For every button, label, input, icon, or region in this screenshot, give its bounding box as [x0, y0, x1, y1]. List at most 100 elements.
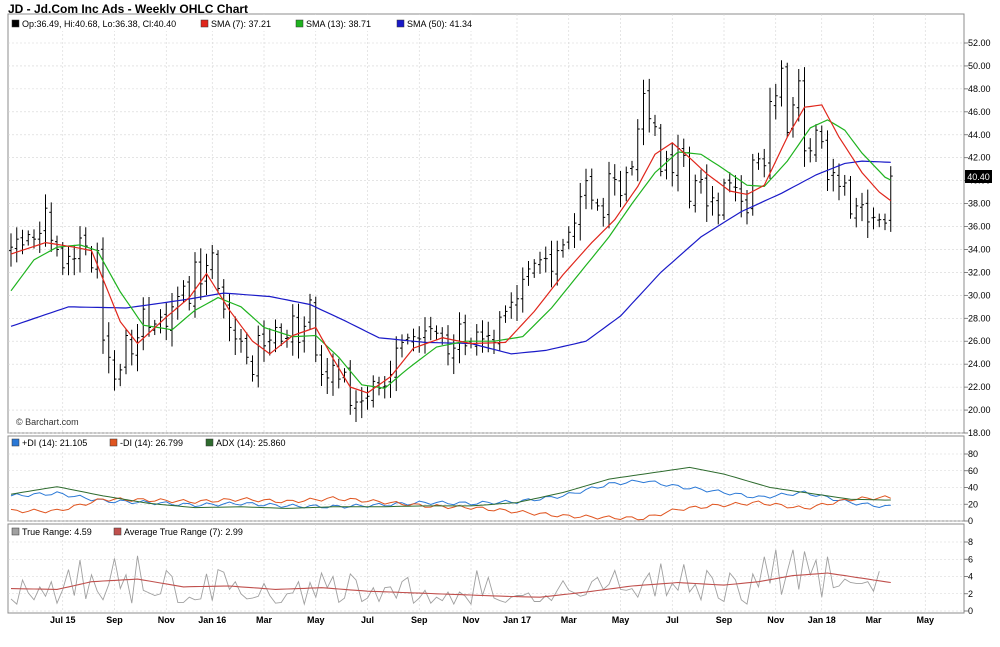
ohlc-bar [26, 230, 31, 246]
ohlc-bar [612, 164, 617, 196]
legend-label: SMA (7): 37.21 [211, 19, 271, 29]
ohlc-bar [187, 275, 192, 311]
ohlc-bar [43, 194, 48, 247]
ohlc-bar [285, 329, 289, 348]
true-range-legend-bg [9, 525, 259, 538]
x-tick-label: Sep [411, 615, 428, 625]
true-range-panel-frame [7, 523, 965, 614]
y-tick-label: 4 [968, 572, 973, 582]
ohlc-bar [423, 317, 427, 354]
ohlc-bar [745, 190, 749, 225]
dmi-lines [10, 466, 891, 521]
ohlc-bar [670, 142, 675, 187]
atr-line [10, 572, 891, 598]
y-tick-label: 40 [968, 483, 978, 493]
ohlc-bar [497, 311, 502, 351]
x-tick-label: Mar [561, 615, 578, 625]
y-tick-label: 18.00 [968, 428, 991, 438]
dmi-legend: +DI (14): 21.105 -DI (14): 26.799 ADX (14)… [11, 438, 286, 448]
ohlc-bar [819, 125, 824, 149]
legend-swatch [295, 19, 304, 28]
x-axis-labels: Jul 15 Sep Nov Jan 16 Mar May Jul Sep Nov Jan 17 M… [50, 615, 934, 625]
true-range-panel: 0 2 4 6 8 True Range: 4.59 Average True Range… [7, 523, 973, 616]
x-tick-label: Mar [256, 615, 273, 625]
x-tick-label: Jan 17 [503, 615, 531, 625]
y-tick-label: 30.00 [968, 290, 991, 300]
ohlc-bar [860, 192, 864, 222]
watermark: © Barchart.com [16, 417, 79, 427]
adx-line [10, 466, 891, 509]
y-tick-label: 38.00 [968, 199, 991, 209]
ohlc-bar [118, 363, 123, 387]
last-price-box [965, 170, 992, 183]
ohlc-bar [308, 293, 312, 330]
x-tick-label: Jan 18 [808, 615, 836, 625]
ohlc-bar [842, 174, 847, 196]
moving-average-lines [10, 104, 892, 394]
legend-swatch [11, 527, 20, 536]
ohlc-bar [520, 267, 525, 313]
ohlc-bar [624, 166, 629, 202]
ohlc-bar [768, 87, 772, 180]
ohlc-bar [32, 229, 36, 249]
ohlc-bar [480, 320, 485, 353]
sma7-line [10, 104, 892, 394]
ohlc-bar [796, 69, 801, 122]
x-tick-label: Sep [716, 615, 733, 625]
ohlc-bar [124, 329, 128, 375]
ohlc-bar [365, 386, 370, 410]
ohlc-bar [371, 375, 376, 408]
legend-label: Average True Range (7): 2.99 [124, 527, 243, 537]
x-tick-label: May [307, 615, 325, 625]
y-tick-label: 42.00 [968, 153, 991, 163]
ohlc-bar [837, 163, 841, 201]
ohlc-bar [595, 198, 600, 211]
true-range-grid [8, 524, 964, 613]
ohlc-bar [756, 152, 761, 170]
minus-di-line [10, 495, 891, 521]
ohlc-bar [216, 250, 220, 294]
ohlc-bar [60, 242, 65, 275]
x-tick-label: Nov [462, 615, 479, 625]
ohlc-bar [543, 246, 548, 273]
ohlc-bar [607, 161, 611, 229]
y-tick-label: 32.00 [968, 267, 991, 277]
ohlc-bar [785, 62, 790, 138]
ohlc-bar [733, 175, 738, 202]
ohlc-bar [244, 332, 249, 365]
ohlc-bar [66, 246, 71, 276]
ohlc-bar [526, 260, 531, 286]
ohlc-bar [112, 350, 117, 391]
price-panel-frame [7, 13, 965, 434]
y-tick-label: 44.00 [968, 130, 991, 140]
true-range-y-axis: 0 2 4 6 8 [964, 537, 973, 616]
ohlc-bar [877, 213, 882, 228]
ohlc-bar [451, 334, 456, 375]
true-range-lines [10, 549, 891, 606]
dmi-legend-bg [9, 437, 303, 449]
legend-swatch [205, 438, 214, 447]
ohlc-bar [779, 60, 784, 107]
ohlc-bar [716, 192, 721, 225]
ohlc-bar [532, 259, 537, 278]
sma13-line [10, 119, 892, 389]
y-tick-label: 52.00 [968, 38, 991, 48]
x-tick-label: May [612, 615, 630, 625]
x-tick-label: May [916, 615, 934, 625]
y-tick-label: 36.00 [968, 222, 991, 232]
ohlc-bar [233, 316, 238, 355]
ohlc-bar [572, 213, 577, 248]
ohlc-bar [808, 138, 813, 163]
chart-title: JD - Jd.Com Inc Ads - Weekly OHLC Chart [8, 2, 249, 16]
ohlc-bar [135, 324, 140, 372]
ohlc-bar [302, 316, 307, 353]
legend-swatch [113, 527, 122, 536]
ohlc-bars [9, 60, 893, 423]
legend-swatch [109, 438, 118, 447]
y-tick-label: 22.00 [968, 382, 991, 392]
ohlc-bar [72, 244, 77, 276]
legend-label: SMA (13): 38.71 [306, 19, 371, 29]
ohlc-bar [561, 238, 565, 258]
ohlc-bar [647, 78, 652, 133]
ohlc-bar [83, 227, 88, 256]
